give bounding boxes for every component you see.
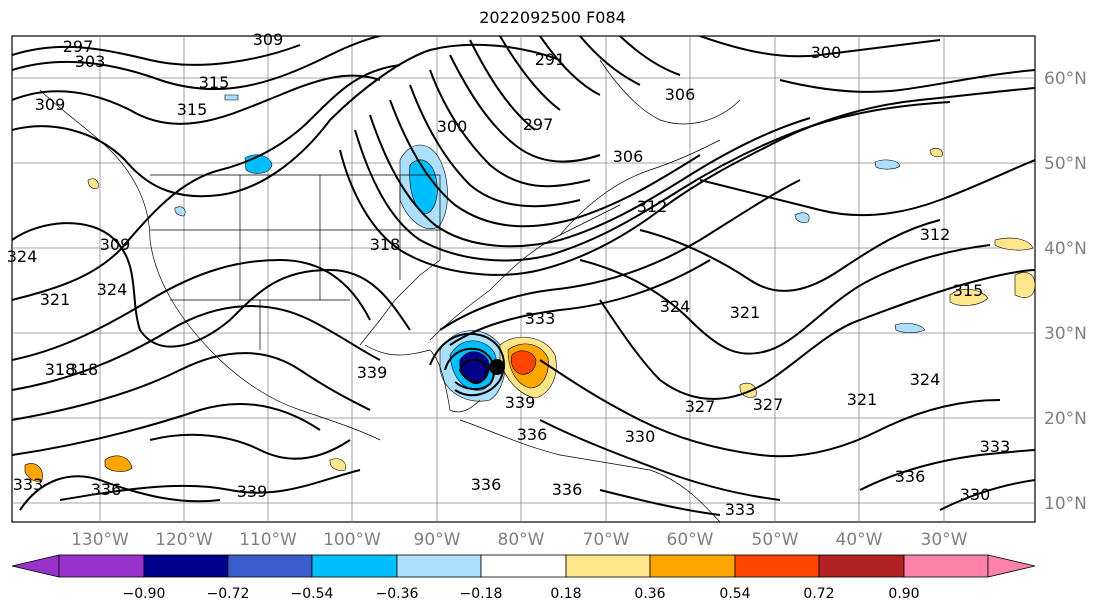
- contour-label: 315: [953, 281, 984, 300]
- colorbar-tick: 0.90: [888, 586, 919, 602]
- contour-label: 297: [523, 115, 554, 134]
- colorbar-extend-low: [11, 554, 60, 578]
- colorbar-extend-high: [987, 554, 1036, 578]
- contour-label: 321: [847, 390, 878, 409]
- colorbar-tick: −0.90: [123, 586, 166, 602]
- colorbar-segment: [565, 554, 651, 578]
- colorbar-tick: 0.36: [634, 586, 665, 602]
- contour-label: 309: [253, 30, 284, 49]
- contour-label: 327: [753, 395, 784, 414]
- colorbar: [11, 554, 1036, 578]
- lon-label: 110°W: [239, 530, 297, 550]
- contour-label: 339: [237, 482, 268, 501]
- colorbar-segment: [311, 554, 398, 578]
- lon-label: 130°W: [71, 530, 129, 550]
- lon-label: 40°W: [836, 530, 883, 550]
- lat-label: 50°N: [1044, 154, 1087, 174]
- contour-label: 324: [97, 280, 128, 299]
- contour-label: 291: [535, 50, 566, 69]
- lon-label: 100°W: [323, 530, 381, 550]
- colorbar-segment: [227, 554, 313, 578]
- contour-label: 339: [357, 363, 388, 382]
- longitude-labels: 130°W 120°W 110°W 100°W 90°W 80°W 70°W 6…: [71, 530, 968, 550]
- colorbar-tick: −0.18: [460, 586, 503, 602]
- lon-label: 90°W: [414, 530, 461, 550]
- contour-label: 324: [7, 247, 38, 266]
- storm-center-marker: [489, 359, 505, 375]
- map-title: 2022092500 F084: [479, 8, 626, 27]
- contour-label: 333: [980, 437, 1011, 456]
- contour-label: 321: [730, 303, 761, 322]
- contour-label: 336: [895, 467, 926, 486]
- contour-label: 312: [637, 197, 668, 216]
- colorbar-tick: −0.36: [376, 586, 419, 602]
- contour-label: 327: [685, 397, 716, 416]
- contour-label: 315: [177, 100, 208, 119]
- contour-label: 306: [665, 85, 696, 104]
- lat-label: 10°N: [1044, 494, 1087, 514]
- contour-label: 336: [471, 475, 502, 494]
- contour-label: 300: [811, 43, 842, 62]
- contour-label: 336: [517, 425, 548, 444]
- colorbar-segment: [818, 554, 905, 578]
- contour-label: 297: [63, 37, 94, 56]
- contour-label: 303: [75, 52, 106, 71]
- colorbar-tick: −0.72: [207, 586, 250, 602]
- lat-label: 30°N: [1044, 324, 1087, 344]
- colorbar-segment: [649, 554, 736, 578]
- lat-label: 20°N: [1044, 409, 1087, 429]
- lon-label: 70°W: [583, 530, 630, 550]
- lon-label: 30°W: [921, 530, 968, 550]
- colorbar-segment: [480, 554, 567, 578]
- lon-label: 80°W: [498, 530, 545, 550]
- map-frame: [11, 35, 1036, 523]
- colorbar-segment: [396, 554, 482, 578]
- contour-label: 336: [91, 480, 122, 499]
- contour-label: 318: [68, 360, 99, 379]
- contour-label: 309: [35, 95, 66, 114]
- lon-label: 50°W: [752, 530, 799, 550]
- contour-label: 333: [725, 500, 756, 519]
- lat-label: 60°N: [1044, 69, 1087, 89]
- contour-label: 300: [437, 117, 468, 136]
- contour-label: 312: [920, 225, 951, 244]
- contour-label: 315: [199, 73, 230, 92]
- contour-label: 324: [660, 297, 691, 316]
- lat-label: 40°N: [1044, 239, 1087, 259]
- contour-label: 306: [613, 147, 644, 166]
- colorbar-tick: 0.54: [719, 586, 750, 602]
- contour-label: 309: [100, 235, 131, 254]
- contour-label: 333: [525, 309, 556, 328]
- colorbar-tick: 0.72: [803, 586, 834, 602]
- contour-label: 330: [960, 485, 991, 504]
- colorbar-segment: [58, 554, 145, 578]
- contour-label: 336: [552, 480, 583, 499]
- contour-label: 324: [910, 370, 941, 389]
- contour-label: 330: [625, 427, 656, 446]
- colorbar-segment: [903, 554, 989, 578]
- colorbar-tick-labels: −0.90 −0.72 −0.54 −0.36 −0.18 0.18 0.36 …: [123, 586, 920, 602]
- contour-label: 339: [505, 393, 536, 412]
- contour-label: 321: [40, 290, 71, 309]
- lon-label: 120°W: [155, 530, 213, 550]
- contour-labels: 297 303 309 300 315 315 309 309 321 324 …: [7, 30, 1011, 519]
- contour-label: 318: [45, 360, 76, 379]
- lon-label: 60°W: [667, 530, 714, 550]
- contour-label: 333: [13, 475, 44, 494]
- contour-label: 318: [370, 235, 401, 254]
- colorbar-segment: [143, 554, 229, 578]
- colorbar-segment: [734, 554, 820, 578]
- colorbar-tick: 0.18: [550, 586, 581, 602]
- colorbar-tick: −0.54: [291, 586, 334, 602]
- shading-positive: [24, 148, 1035, 482]
- coastlines: [39, 59, 741, 522]
- contours: [12, 36, 1035, 516]
- latitude-labels: 60°N 50°N 40°N 30°N 20°N 10°N: [1044, 69, 1087, 514]
